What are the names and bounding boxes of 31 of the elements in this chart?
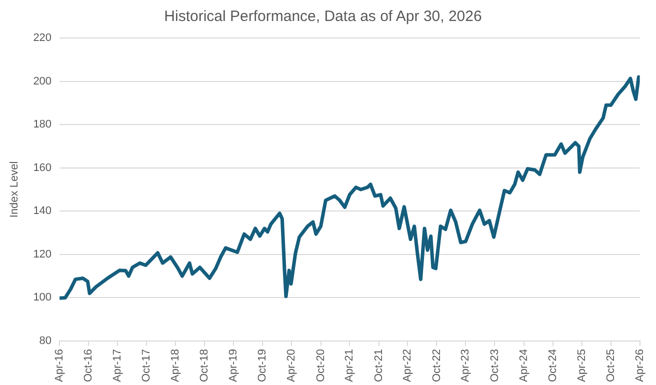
x-tick-label: Apr-17 (112, 348, 124, 382)
x-tick-label: Oct-24 (546, 348, 559, 382)
x-tick-label: Oct-17 (140, 348, 153, 382)
y-axis-title: Index Level (8, 161, 21, 218)
y-tick-label: 180 (33, 118, 52, 131)
y-tick-label: 80 (39, 335, 52, 348)
y-tick-label: 220 (33, 32, 52, 44)
x-tick-label: Apr-19 (228, 348, 240, 382)
x-tick-label: Oct-21 (372, 348, 385, 382)
x-tick-label: Apr-24 (518, 348, 530, 382)
x-tick-label: Apr-23 (460, 348, 472, 382)
chart-title: Historical Performance, Data as of Apr 30, 2026 (164, 8, 482, 26)
x-tick-label: Oct-19 (256, 348, 269, 382)
x-tick-label: Apr-21 (344, 348, 356, 382)
x-tick-label: Apr-26 (634, 348, 646, 382)
x-tick-label: Apr-20 (286, 348, 298, 382)
x-tick-label: Apr-18 (170, 348, 182, 382)
y-tick-label: 100 (33, 292, 52, 304)
x-tick-label: Apr-25 (576, 348, 588, 382)
y-tick-label: 140 (33, 205, 52, 218)
x-tick-label: Oct-18 (198, 348, 211, 382)
y-tick-label: 120 (33, 248, 52, 260)
x-tick-label: Oct-23 (488, 348, 501, 382)
x-tick-label: Apr-22 (402, 348, 414, 382)
y-tick-label: 200 (33, 75, 52, 88)
x-tick-label: Oct-20 (314, 348, 327, 382)
x-tick-label: Oct-25 (604, 348, 617, 382)
x-tick-label: Apr-16 (54, 348, 66, 382)
x-tick-label: Oct-16 (82, 348, 95, 382)
y-tick-label: 160 (33, 162, 52, 174)
x-tick-label: Oct-22 (430, 348, 443, 382)
